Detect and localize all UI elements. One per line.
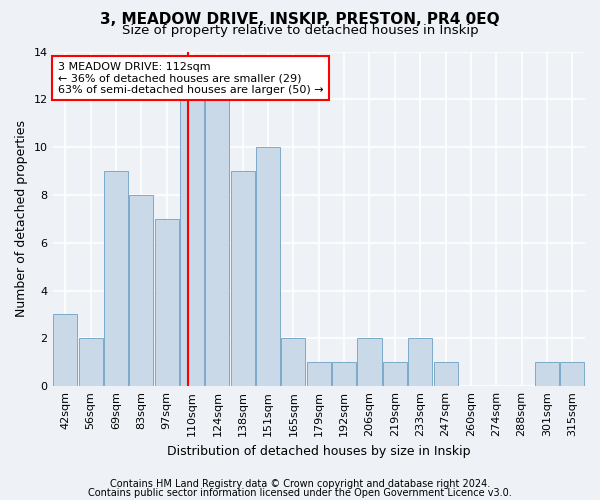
Text: Contains HM Land Registry data © Crown copyright and database right 2024.: Contains HM Land Registry data © Crown c…: [110, 479, 490, 489]
Bar: [560, 362, 584, 386]
Y-axis label: Number of detached properties: Number of detached properties: [15, 120, 28, 318]
Bar: [104, 171, 128, 386]
Bar: [434, 362, 458, 386]
Bar: [256, 147, 280, 386]
Text: 3, MEADOW DRIVE, INSKIP, PRESTON, PR4 0EQ: 3, MEADOW DRIVE, INSKIP, PRESTON, PR4 0E…: [100, 12, 500, 28]
Bar: [180, 100, 204, 386]
Bar: [205, 100, 229, 386]
X-axis label: Distribution of detached houses by size in Inskip: Distribution of detached houses by size …: [167, 444, 470, 458]
Bar: [383, 362, 407, 386]
Text: Size of property relative to detached houses in Inskip: Size of property relative to detached ho…: [122, 24, 478, 37]
Bar: [129, 195, 154, 386]
Bar: [281, 338, 305, 386]
Bar: [332, 362, 356, 386]
Bar: [408, 338, 432, 386]
Bar: [155, 219, 179, 386]
Bar: [307, 362, 331, 386]
Bar: [535, 362, 559, 386]
Bar: [53, 314, 77, 386]
Text: 3 MEADOW DRIVE: 112sqm
← 36% of detached houses are smaller (29)
63% of semi-det: 3 MEADOW DRIVE: 112sqm ← 36% of detached…: [58, 62, 323, 94]
Bar: [79, 338, 103, 386]
Text: Contains public sector information licensed under the Open Government Licence v3: Contains public sector information licen…: [88, 488, 512, 498]
Bar: [230, 171, 255, 386]
Bar: [358, 338, 382, 386]
